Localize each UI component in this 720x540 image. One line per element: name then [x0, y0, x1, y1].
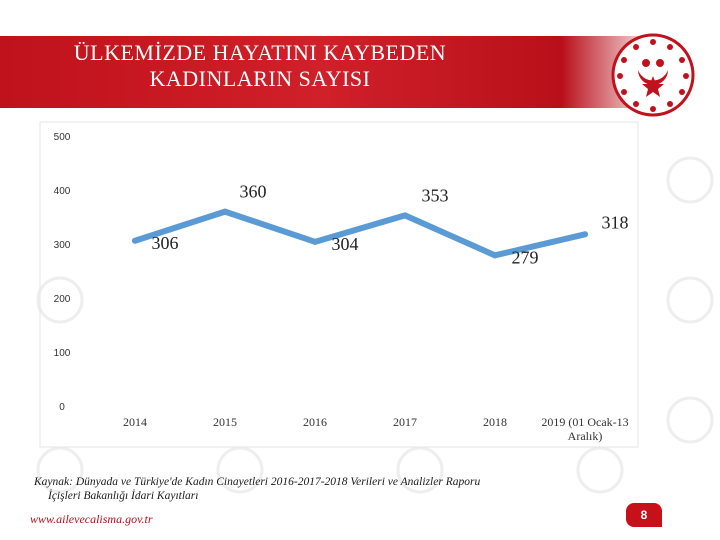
data-label: 306 [152, 233, 179, 253]
x-tick-label: 2018 [483, 415, 507, 429]
data-point [582, 231, 588, 238]
page-number-badge: 8 [626, 503, 662, 527]
x-tick-label: 2015 [213, 415, 237, 429]
page-title: ÜLKEMİZDE HAYATINI KAYBEDEN KADINLARIN S… [73, 40, 447, 91]
ministry-logo [611, 33, 695, 117]
x-tick-label: 2019 (01 Ocak-13 Aralık) [541, 415, 628, 443]
header-bar [0, 36, 720, 108]
data-label: 279 [512, 247, 539, 267]
y-tick-label: 0 [59, 402, 65, 413]
source-line-2: İçişleri Bakanlığı İdari Kayıtları [48, 490, 199, 502]
website-link[interactable]: www.ailevecalisma.gov.tr [30, 512, 153, 526]
data-label: 360 [240, 182, 267, 202]
y-tick-label: 400 [54, 186, 71, 197]
source-line-1: Kaynak: Dünyada ve Türkiye'de Kadın Cina… [34, 476, 481, 488]
source-note: Kaynak: Dünyada ve Türkiye'de Kadın Cina… [34, 475, 554, 503]
x-tick-label: 2014 [123, 415, 147, 429]
x-tick-label: 2017 [393, 415, 417, 429]
data-label: 304 [332, 234, 359, 254]
data-point [492, 252, 498, 259]
data-point [222, 208, 228, 215]
y-tick-label: 200 [54, 294, 71, 305]
data-label: 353 [422, 185, 449, 205]
y-tick-label: 500 [54, 132, 71, 143]
series-line [132, 208, 588, 259]
y-tick-label: 300 [54, 240, 71, 251]
data-label: 318 [602, 212, 629, 232]
x-tick-label: 2016 [303, 415, 327, 429]
data-point [312, 238, 318, 245]
plot-area [39, 121, 639, 448]
y-tick-label: 100 [54, 348, 71, 359]
data-point [402, 212, 408, 219]
data-point [132, 237, 138, 244]
